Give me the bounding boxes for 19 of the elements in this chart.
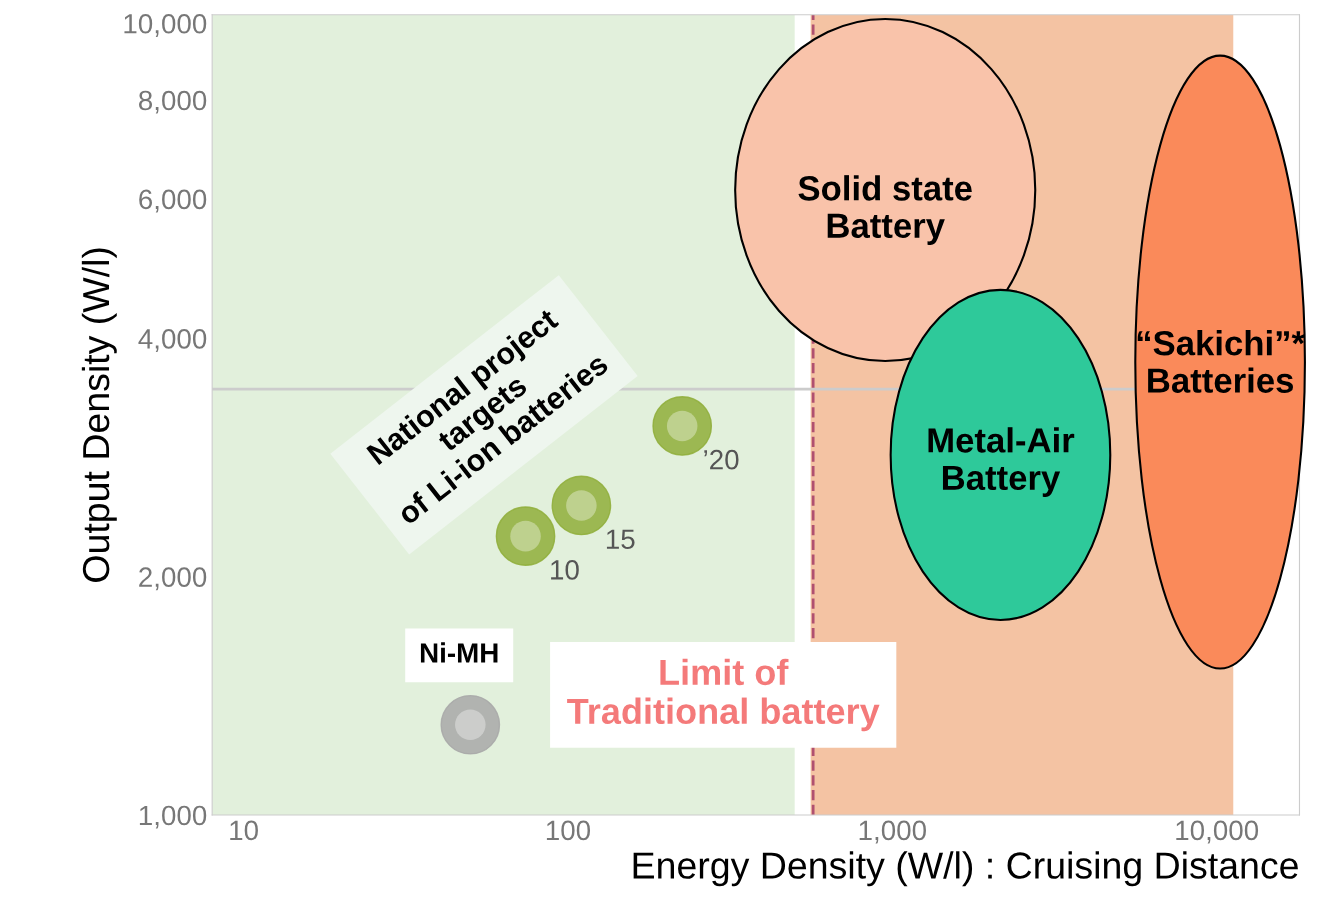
annotation: Limit of Traditional battery <box>567 658 880 732</box>
y-tick-label: 4,000 <box>138 328 207 352</box>
x-axis-title: Energy Density (W/l) : Cruising Distance <box>633 851 1298 887</box>
annotation: Ni-MH <box>420 642 498 663</box>
annotation: Solid state Battery <box>798 175 972 245</box>
x-tick-label: 10 <box>230 820 258 841</box>
x-tick-label: 100 <box>546 820 591 841</box>
annotation: ’20 <box>704 449 739 470</box>
annotation: Metal-Air Battery <box>928 427 1075 497</box>
annotation: 15 <box>606 529 635 550</box>
x-tick-label: 1,000 <box>859 820 926 844</box>
y-tick-label: 6,000 <box>139 189 207 213</box>
annotation: 10 <box>551 560 579 580</box>
x-tick-label: 10,000 <box>1176 820 1259 844</box>
y-axis-title: Output Density (W/l) <box>81 248 117 582</box>
annotation: “Sakichi”* Batteries <box>1137 329 1305 393</box>
y-tick-label: 2,000 <box>139 567 207 591</box>
y-tick-label: 8,000 <box>139 90 207 114</box>
y-tick-label: 10,000 <box>124 13 207 37</box>
